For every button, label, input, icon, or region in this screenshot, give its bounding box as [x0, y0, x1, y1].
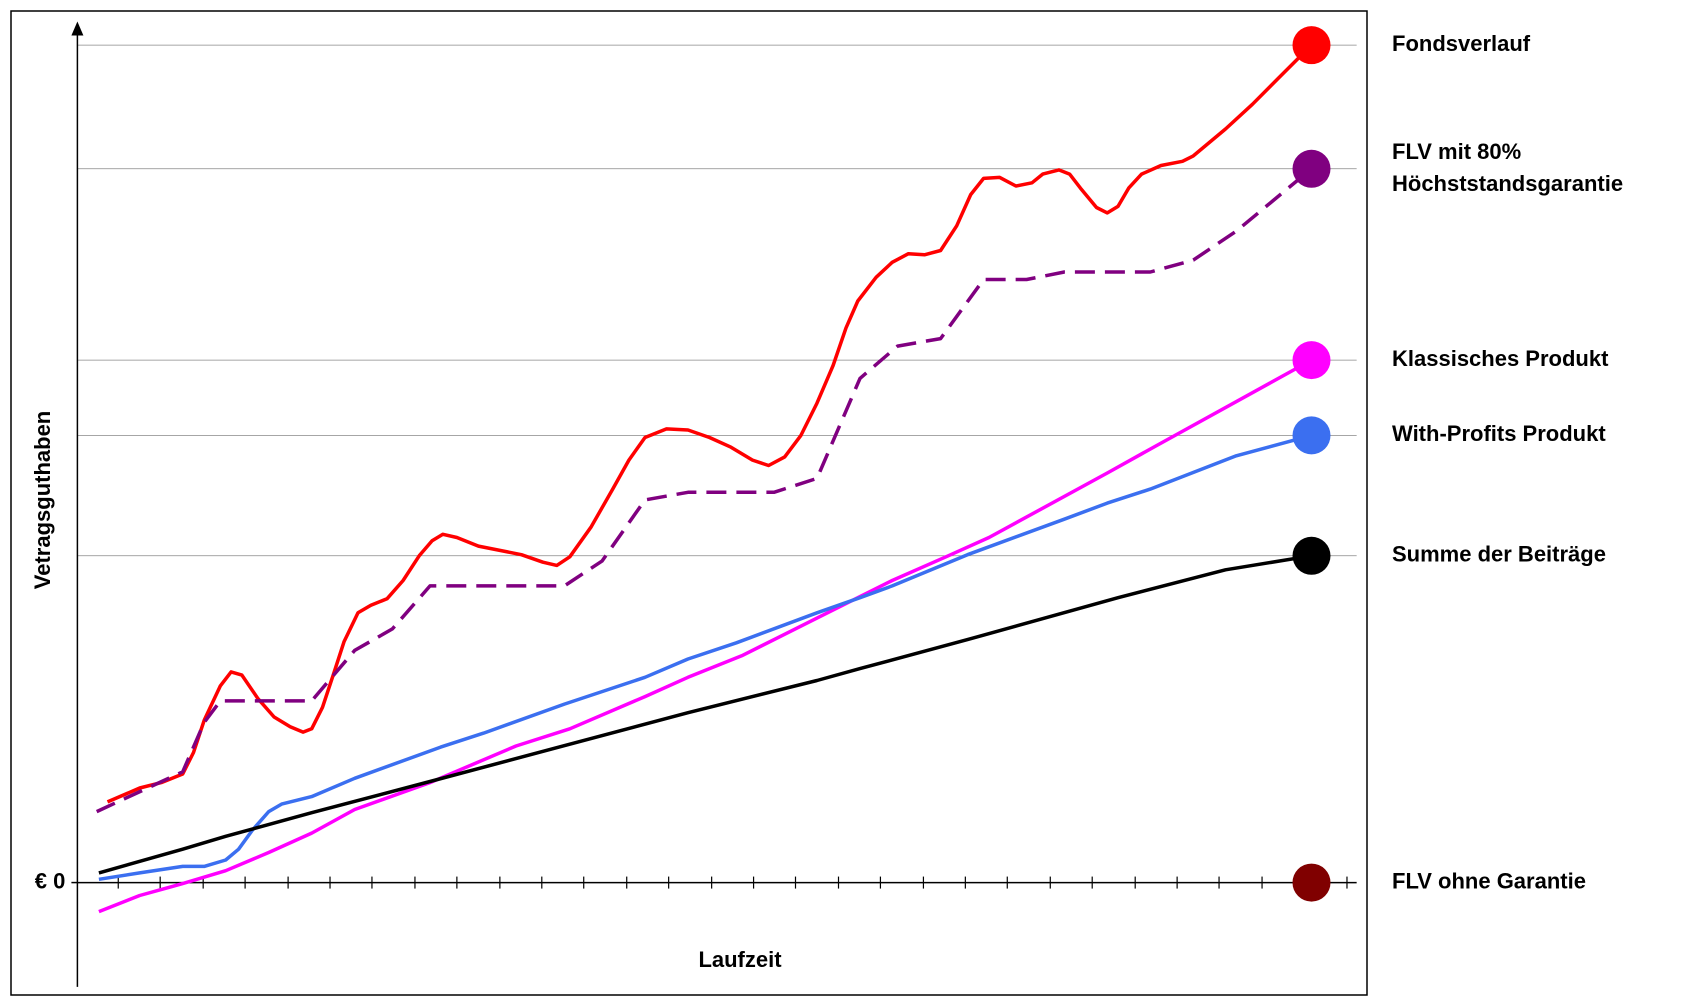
legend-label: Klassisches Produkt	[1392, 346, 1609, 371]
legend-label: FLV mit 80% Höchststandsgarantie	[1392, 139, 1623, 196]
y-axis-arrow	[71, 21, 84, 36]
end-dot	[1292, 149, 1331, 188]
end-dot	[1292, 863, 1331, 902]
plot-frame	[10, 10, 1368, 996]
end-dot	[1292, 416, 1331, 455]
legend-label: FLV ohne Garantie	[1392, 868, 1586, 893]
series-line	[106, 43, 1313, 804]
x-axis-label: Laufzeit	[698, 947, 782, 972]
end-dot	[1292, 536, 1331, 575]
series-line	[95, 167, 1313, 814]
series-line	[98, 358, 1313, 914]
y-axis-label: Vetragsguthaben	[30, 411, 55, 589]
legend-label: With-Profits Produkt	[1392, 421, 1606, 446]
legend-label: Fondsverlauf	[1392, 31, 1531, 56]
series-line	[98, 554, 1312, 875]
end-dot	[1292, 26, 1331, 65]
series-line	[98, 433, 1312, 882]
legend-label: Summe der Beiträge	[1392, 542, 1606, 567]
end-dot	[1292, 341, 1331, 380]
y-tick-label: € 0	[35, 868, 66, 893]
